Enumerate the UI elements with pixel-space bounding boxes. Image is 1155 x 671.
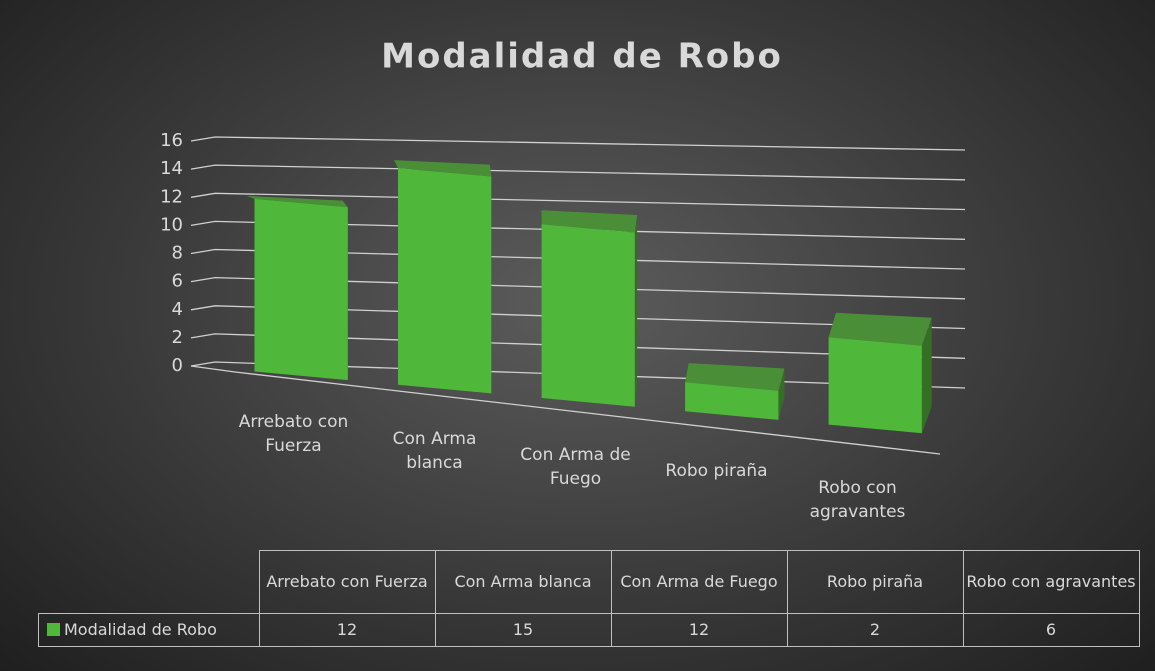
grid-line: [190, 220, 966, 240]
bar-side: [634, 215, 638, 407]
y-tick-label: 12: [160, 186, 183, 207]
table-header-cell: Con Arma de Fuego: [610, 550, 788, 614]
table-header-cell: Robo con agravantes: [962, 550, 1140, 614]
legend-label: Modalidad de Robo: [64, 620, 217, 639]
bar-top: [246, 195, 348, 208]
chart-title: Modalidad de Robo: [381, 37, 783, 77]
x-tick-label: Robo piraña: [665, 461, 768, 482]
table-value: 6: [962, 612, 1140, 647]
y-tick-label: 4: [172, 299, 183, 320]
y-tick-label: 14: [160, 158, 183, 179]
bar-top: [541, 210, 638, 233]
table-value: 15: [434, 612, 612, 647]
bar-top: [828, 312, 932, 346]
data-table: Arrebato con Fuerza Con Arma blanca Con Ar…: [38, 550, 1140, 647]
bar-side: [921, 317, 932, 434]
y-tick-label: 0: [172, 355, 183, 376]
table-value: 2: [786, 612, 964, 647]
bar: [254, 198, 348, 381]
table-header-cell: Robo piraña: [786, 550, 964, 614]
y-tick-label: 8: [172, 243, 183, 264]
table-header-row: Arrebato con Fuerza Con Arma blanca Con Ar…: [38, 550, 1140, 614]
x-tick-label: Con Arma blanca: [392, 428, 477, 473]
table-header-cell: Con Arma blanca: [434, 550, 612, 614]
bar-side: [778, 368, 785, 420]
legend-key: [47, 623, 60, 636]
table-value: 12: [258, 612, 436, 647]
grid-line: [190, 333, 966, 359]
grid-line: [190, 164, 966, 181]
x-axis-line: [234, 371, 941, 455]
table-row-label: Modalidad de Robo: [38, 612, 260, 647]
x-tick-label: Con Arma de Fuego: [520, 445, 631, 489]
bar: [828, 337, 922, 434]
bar: [398, 168, 492, 394]
table-data-row: Modalidad de Robo 12 15 12 2 6: [38, 612, 1140, 647]
table-corner: [38, 550, 260, 614]
y-tick-label: 16: [160, 130, 183, 151]
y-tick-label: 6: [172, 271, 183, 292]
bar-top: [685, 363, 785, 391]
grid-line: [190, 248, 966, 270]
bar: [685, 382, 779, 420]
bar-top: [394, 160, 492, 177]
x-tick-label: Robo con agravantes: [809, 477, 906, 522]
x-tick-label: Arrebato con Fuerza: [238, 412, 349, 457]
table-value: 12: [610, 612, 788, 647]
y-tick-label: 10: [160, 214, 183, 235]
y-tick-label: 2: [172, 327, 183, 348]
grid-line: [190, 276, 966, 300]
bar: [541, 224, 635, 407]
table-header-cell: Arrebato con Fuerza: [258, 550, 436, 614]
grid-line: [190, 192, 966, 211]
grid-line: [190, 136, 966, 151]
x-axis-line: [190, 365, 236, 373]
grid-line: [190, 305, 966, 330]
